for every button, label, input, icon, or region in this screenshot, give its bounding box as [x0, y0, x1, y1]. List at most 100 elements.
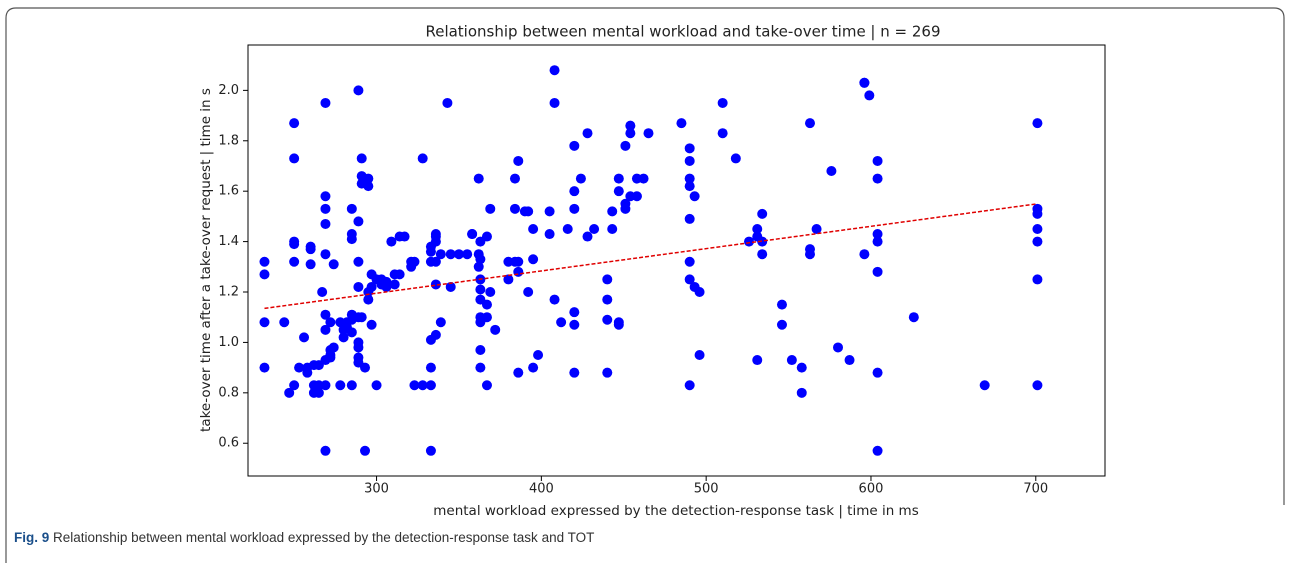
point	[1032, 236, 1043, 247]
point	[320, 97, 331, 108]
point	[320, 445, 331, 456]
point	[445, 281, 456, 292]
point	[389, 279, 400, 290]
point	[786, 355, 797, 366]
point	[353, 256, 364, 267]
point	[776, 319, 787, 330]
point	[602, 294, 613, 305]
point	[684, 181, 695, 192]
point	[638, 173, 649, 184]
point	[613, 173, 624, 184]
point	[445, 249, 456, 260]
point	[908, 312, 919, 323]
point	[689, 191, 700, 202]
point	[430, 256, 441, 267]
point	[513, 155, 524, 166]
point	[417, 153, 428, 164]
point	[328, 259, 339, 270]
caption-text: Relationship between mental workload exp…	[53, 530, 594, 545]
point	[844, 355, 855, 366]
point	[485, 203, 496, 214]
point	[409, 256, 420, 267]
point	[872, 173, 883, 184]
point	[289, 118, 300, 129]
point	[684, 380, 695, 391]
caption-label: Fig. 9	[14, 530, 49, 545]
y-tick-label: 1.2	[218, 285, 239, 300]
point	[582, 231, 593, 242]
point	[473, 261, 484, 272]
caption: Fig. 9 Relationship between mental workl…	[14, 530, 594, 545]
point	[425, 380, 436, 391]
point	[613, 186, 624, 197]
point	[425, 246, 436, 257]
point	[353, 216, 364, 227]
point	[328, 342, 339, 353]
point	[811, 223, 822, 234]
point	[717, 97, 728, 108]
point	[317, 287, 328, 298]
point	[481, 380, 492, 391]
point	[360, 362, 371, 373]
point	[528, 223, 539, 234]
point	[1032, 223, 1043, 234]
point	[320, 324, 331, 335]
y-tick-label: 1.0	[218, 335, 239, 350]
point	[625, 120, 636, 131]
point	[859, 77, 870, 88]
point	[473, 173, 484, 184]
point	[485, 287, 496, 298]
point	[513, 266, 524, 277]
point	[757, 208, 768, 219]
point	[684, 274, 695, 285]
point	[859, 249, 870, 260]
point	[684, 155, 695, 166]
point	[676, 118, 687, 129]
point	[528, 362, 539, 373]
point	[730, 153, 741, 164]
y-tick-label: 1.8	[218, 133, 239, 148]
point	[453, 249, 464, 260]
point	[481, 231, 492, 242]
point	[346, 234, 357, 245]
point	[259, 269, 270, 280]
point	[607, 206, 618, 217]
point	[346, 327, 357, 338]
point	[631, 191, 642, 202]
point	[684, 173, 695, 184]
point	[589, 223, 600, 234]
point	[417, 380, 428, 391]
point	[320, 218, 331, 229]
point	[1032, 380, 1043, 391]
point	[523, 206, 534, 217]
point	[684, 143, 695, 154]
point	[872, 229, 883, 240]
point	[363, 294, 374, 305]
point	[569, 186, 580, 197]
point	[435, 249, 446, 260]
point	[620, 203, 631, 214]
frame	[5, 7, 1285, 563]
point	[864, 90, 875, 101]
point	[562, 223, 573, 234]
trend-line	[264, 203, 1038, 310]
point	[371, 380, 382, 391]
x-axis-title: mental workload expressed by the detecti…	[433, 503, 919, 519]
point	[363, 173, 374, 184]
point	[684, 213, 695, 224]
point	[513, 256, 524, 267]
plot-area	[247, 44, 1106, 477]
point	[294, 362, 305, 373]
point	[804, 118, 815, 129]
point	[325, 352, 336, 363]
point	[556, 317, 567, 328]
point	[569, 319, 580, 330]
point	[481, 312, 492, 323]
point	[363, 181, 374, 192]
point	[979, 380, 990, 391]
point	[475, 284, 486, 295]
point	[320, 203, 331, 214]
point	[259, 317, 270, 328]
point	[575, 173, 586, 184]
point	[335, 380, 346, 391]
